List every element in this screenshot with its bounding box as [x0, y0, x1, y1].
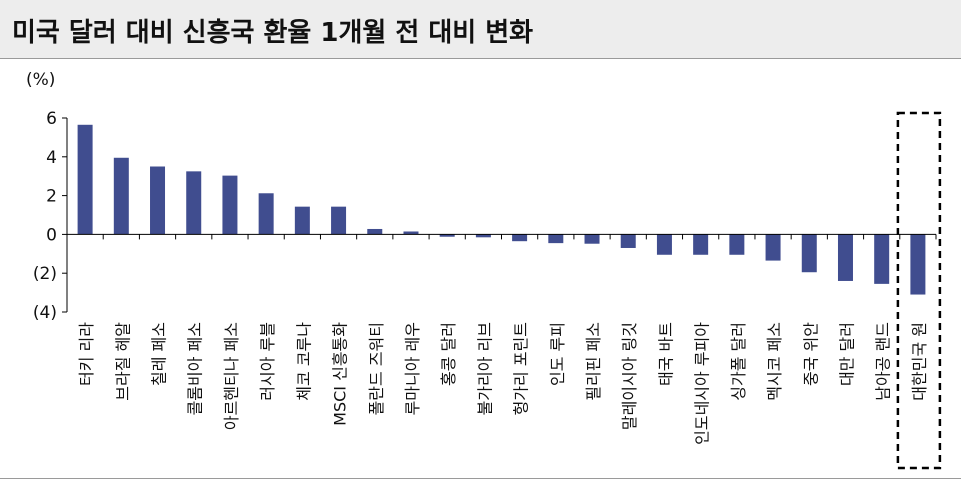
x-tick-label: 말레이시아 링깃 [620, 322, 639, 430]
x-tick-label: 태국 바트 [656, 322, 675, 386]
bar [512, 234, 528, 242]
x-tick-label: MSCI 신흥통화 [331, 322, 350, 426]
title-band: 미국 달러 대비 신흥국 환율 1개월 전 대비 변화 [0, 0, 961, 59]
x-tick-label: 체코 코루나 [294, 322, 313, 401]
x-tick-label: 필리핀 페소 [584, 322, 603, 401]
x-tick-label: 홍콩 달러 [439, 322, 458, 386]
bar [656, 234, 672, 255]
x-tick-label: 브라질 헤알 [113, 322, 132, 401]
bar [874, 234, 890, 284]
y-tick-label: 2 [46, 187, 57, 207]
x-tick-label: 중국 위안 [801, 322, 820, 386]
bar [294, 206, 310, 235]
bar [475, 234, 491, 238]
x-tick-label: 아르헨티나 페소 [222, 322, 241, 430]
x-tick-label: 칠레 페소 [150, 322, 169, 386]
bar [222, 175, 238, 235]
x-tick-label: 대만 달러 [837, 322, 856, 386]
bar [765, 234, 781, 261]
y-tick-label: 6 [46, 109, 57, 129]
y-tick-label: (2) [33, 264, 57, 284]
x-tick-label: 인도 루피 [548, 322, 567, 386]
bar [620, 234, 636, 248]
x-tick-label: 불가리아 리브 [475, 322, 494, 415]
x-tick-label: 헝가리 포린트 [512, 322, 531, 415]
x-tick-label: 루마니아 레우 [403, 322, 422, 415]
bar [693, 234, 709, 255]
bar [910, 234, 926, 295]
x-tick-label: 인도네시아 루피아 [693, 322, 712, 445]
y-axis-label: (%) [26, 70, 55, 90]
bar [837, 234, 853, 281]
y-tick-label: 0 [46, 225, 57, 245]
x-tick-label: 싱가폴 달러 [729, 322, 748, 401]
bar [331, 206, 347, 235]
bar [150, 166, 166, 235]
x-tick-label: 대한민국 원 [910, 322, 929, 401]
bottom-divider [0, 478, 961, 479]
x-tick-label: 러시아 루블 [258, 322, 277, 401]
bar [439, 234, 455, 237]
bar [367, 228, 383, 235]
chart-title: 미국 달러 대비 신흥국 환율 1개월 전 대비 변화 [12, 18, 534, 48]
x-tick-label: 멕시코 페소 [765, 322, 784, 401]
bar [729, 234, 745, 255]
bar [77, 124, 93, 235]
bar [403, 231, 419, 235]
x-tick-label: 콜롬비아 페소 [186, 322, 205, 415]
bar [186, 171, 202, 235]
x-tick-label: 남아공 랜드 [874, 322, 893, 401]
highlight-box [896, 111, 942, 470]
y-tick-label: 4 [46, 148, 57, 168]
bar [258, 193, 274, 235]
y-tick-label: (4) [33, 303, 57, 323]
x-tick-label: 터키 리라 [77, 322, 96, 386]
bar [801, 234, 817, 273]
bar [584, 234, 600, 244]
bar [548, 234, 564, 244]
x-tick-label: 폴란드 즈워티 [367, 322, 386, 415]
bar [113, 157, 129, 235]
